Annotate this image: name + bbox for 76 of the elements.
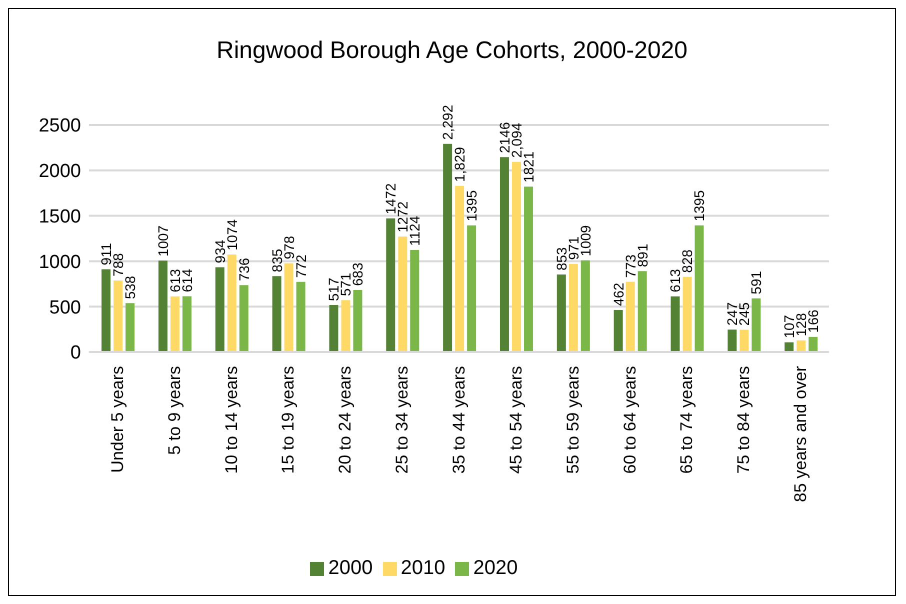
bar [102, 269, 111, 352]
bar [329, 305, 338, 352]
bar [500, 157, 509, 352]
data-label: 591 [748, 270, 764, 294]
bar [512, 162, 521, 352]
bar [556, 274, 566, 352]
legend-label: 2020 [473, 557, 518, 579]
x-tick-label: 45 to 54 years [506, 366, 526, 474]
bar [752, 298, 761, 352]
bar [626, 282, 635, 352]
y-tick-label: 2500 [38, 116, 81, 137]
data-label: 538 [122, 276, 138, 300]
y-tick-label: 1000 [38, 252, 81, 273]
bar [740, 330, 749, 352]
bar [808, 336, 818, 352]
data-label: 613 [166, 268, 183, 292]
bar [467, 225, 476, 352]
bar [284, 263, 294, 352]
bar [158, 260, 168, 352]
x-tick-label: 25 to 34 years [392, 366, 412, 474]
bar [227, 254, 236, 352]
x-tick-label: 10 to 14 years [222, 366, 241, 474]
x-tick-label: 65 to 74 years [677, 366, 696, 474]
bar [670, 296, 680, 352]
x-tick-label: 15 to 19 years [278, 366, 298, 474]
x-tick-label: 5 to 9 years [164, 366, 184, 455]
y-tick-label: 1500 [38, 206, 81, 228]
bar [114, 280, 123, 352]
bar [182, 296, 192, 352]
bar [272, 276, 282, 352]
x-tick-label: 85 years and over [791, 366, 810, 502]
y-tick-label: 2000 [38, 161, 81, 182]
data-label: 2146 [496, 122, 512, 154]
legend-label: 2000 [328, 557, 373, 579]
bar [353, 290, 362, 352]
x-tick-label: 60 to 64 years [620, 366, 640, 474]
data-label: 1395 [464, 190, 480, 222]
bar [126, 303, 135, 352]
data-label: 773 [622, 254, 638, 278]
bar [638, 271, 647, 352]
bar [796, 340, 806, 352]
chart-title: Ringwood Borough Age Cohorts, 2000-2020 [216, 37, 688, 65]
bar [341, 300, 350, 352]
bar [728, 330, 737, 352]
bar [296, 282, 306, 352]
x-tick-label: 75 to 84 years [734, 366, 754, 474]
data-label: 462 [610, 282, 626, 306]
bar [239, 285, 248, 352]
data-label: 736 [236, 258, 252, 282]
bar [215, 267, 224, 352]
data-label: 1,829 [452, 146, 468, 182]
data-label: 853 [553, 246, 570, 271]
bar [410, 250, 420, 352]
bar [455, 186, 464, 352]
y-tick-label: 500 [49, 297, 81, 318]
bar [386, 218, 396, 352]
bar [694, 225, 704, 352]
x-tick-label: 35 to 44 years [450, 366, 468, 474]
x-tick-label: Under 5 years [108, 366, 127, 473]
bar [568, 264, 578, 352]
data-label: 1821 [520, 151, 536, 183]
bar [170, 296, 180, 352]
data-label: 835 [268, 248, 285, 272]
legend-label: 2010 [400, 557, 446, 579]
data-label: 1395 [691, 190, 708, 222]
bar [443, 144, 452, 352]
x-tick-label: 55 to 59 years [563, 366, 582, 474]
data-label: 2,292 [440, 104, 456, 140]
bar [580, 260, 590, 352]
bar [682, 276, 692, 352]
y-tick-label: 0 [70, 342, 81, 364]
bar [614, 310, 623, 352]
data-label: 1007 [154, 225, 171, 257]
bar [524, 186, 533, 352]
x-tick-label: 20 to 24 years [336, 366, 355, 474]
bar [398, 236, 408, 352]
